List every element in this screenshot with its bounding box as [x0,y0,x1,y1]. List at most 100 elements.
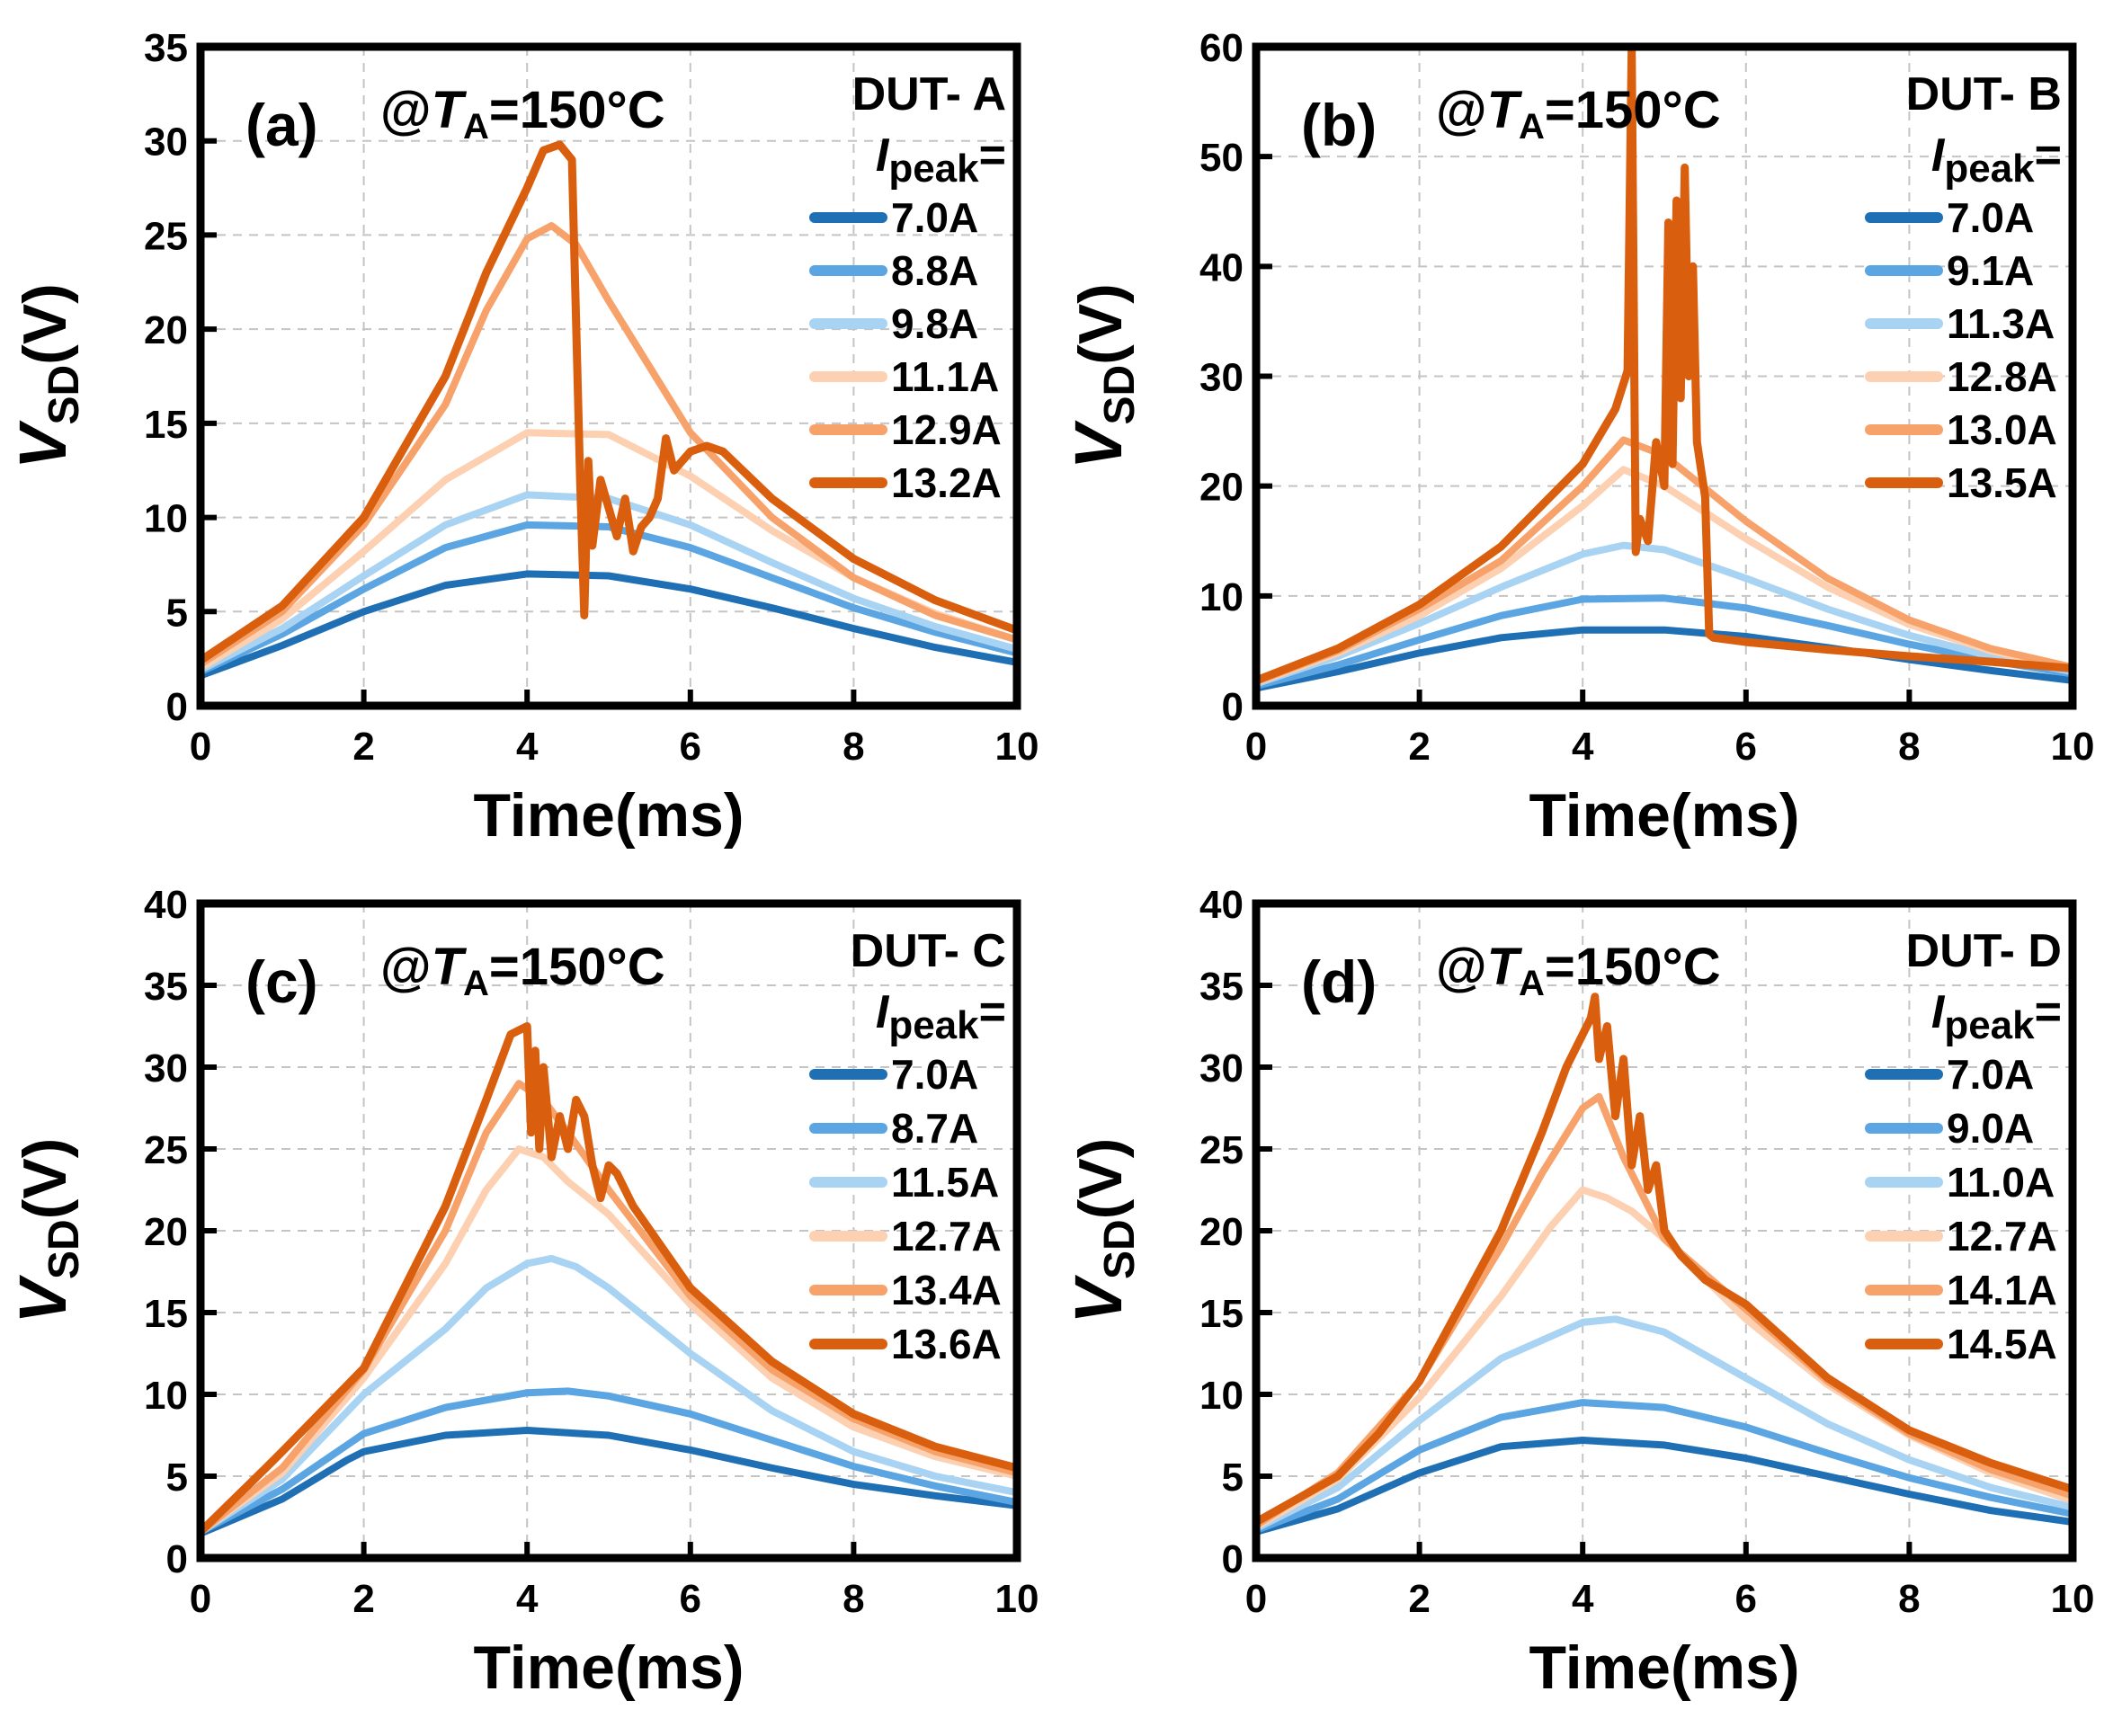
y-tick-label: 20 [144,308,188,352]
legend-label: 14.5A [1947,1321,2057,1367]
legend-dut-title: DUT- D [1906,925,2062,977]
legend-label: 11.1A [891,353,999,400]
y-tick-label: 20 [1199,466,1244,510]
legend-label: 13.5A [1947,459,2057,506]
y-tick-label: 15 [1199,1292,1244,1336]
panel-label: (a) [245,92,318,158]
x-tick-label: 8 [843,1577,864,1621]
legend-label: 9.0A [1947,1105,2034,1152]
y-tick-label: 0 [166,685,188,729]
x-tick-label: 0 [1245,1577,1267,1621]
series-line-7-0a [1256,1437,2073,1536]
legend-label: 8.7A [891,1105,978,1152]
x-tick-label: 6 [680,725,701,769]
y-tick-label: 30 [1199,356,1244,400]
legend-label: 13.0A [1947,406,2057,453]
series-group [1256,47,2073,692]
series-line-13-6a [201,1022,1017,1536]
panel-label: (c) [245,948,318,1015]
plot-frame [196,42,1021,710]
legend-ipeak-title: Ipeak= [876,129,1006,191]
x-tick-label: 6 [680,1577,701,1621]
legend-label: 7.0A [891,1051,978,1098]
y-tick-label: 10 [144,497,188,541]
y-tick-label: 5 [166,1456,188,1500]
y-tick-label: 50 [1199,136,1244,180]
panel-label: (b) [1301,92,1377,158]
x-tick-label: 4 [1572,1577,1594,1621]
x-tick-label: 0 [190,1577,211,1621]
legend-label: 7.0A [1947,1051,2034,1098]
legend-dut-title: DUT- A [852,68,1006,120]
legend-label: 11.0A [1947,1159,2055,1206]
y-axis-title: VSD(V) [1061,283,1144,469]
y-tick-label: 10 [1199,575,1244,619]
legend-label: 13.6A [891,1321,1002,1367]
y-tick-label: 25 [144,214,188,258]
series-line-12-8a [1256,466,2073,687]
y-axis-title: VSD(V) [5,283,88,469]
y-tick-label: 35 [144,965,188,1009]
y-tick-label: 10 [144,1374,188,1418]
legend-label: 13.4A [891,1267,1002,1313]
legend-label: 12.8A [1947,353,2057,400]
legend-label: 7.0A [891,194,978,241]
series-line-11-0a [1256,1315,2073,1533]
legend-ipeak-title: Ipeak= [1931,129,2062,191]
series-line-7-0a [1256,626,2073,692]
legend-label: 13.2A [891,459,1002,506]
legend-label: 8.8A [891,247,978,294]
x-tick-label: 2 [1408,1577,1430,1621]
y-tick-label: 15 [144,1292,188,1336]
legend-label: 9.8A [891,300,978,347]
series-line-8-8a [201,521,1017,676]
y-tick-label: 5 [166,591,188,635]
legend-dut-title: DUT- C [851,925,1006,977]
series-line-9-0a [1256,1399,2073,1535]
x-axis-title: Time(ms) [473,1634,744,1702]
y-tick-label: 35 [144,26,188,70]
legend-label: 14.1A [1947,1267,2057,1313]
x-tick-label: 2 [352,725,374,769]
y-axis-title: VSD(V) [5,1138,88,1324]
x-tick-label: 6 [1735,725,1757,769]
panel-c: 0 2 4 6 8 10 0 5 10 15 20 25 30 35 40 Time(ms) VSD(V) (c)… [5,883,1039,1702]
x-tick-label: 4 [1572,725,1594,769]
series-line-8-7a [201,1387,1017,1536]
x-axis-title: Time(ms) [1529,1634,1799,1702]
x-tick-label: 10 [995,1577,1039,1621]
series-group [201,1022,1017,1537]
y-tick-label: 0 [1222,685,1244,729]
x-tick-label: 4 [516,1577,539,1621]
x-tick-label: 8 [1898,1577,1920,1621]
legend-label: 12.9A [891,406,1002,453]
y-tick-label: 0 [1222,1537,1244,1581]
x-tick-label: 0 [1245,725,1267,769]
x-axis-title: Time(ms) [473,781,744,850]
condition-label: @TA=150°C [380,938,665,1003]
series-group [201,140,1017,680]
series-line-12-7a [201,1145,1017,1536]
condition-label: @TA=150°C [1436,81,1721,147]
x-tick-label: 0 [190,725,211,769]
legend-label: 12.7A [891,1213,1002,1260]
x-axis-title: Time(ms) [1529,781,1799,850]
y-tick-label: 40 [1199,245,1244,289]
x-tick-label: 8 [1898,725,1920,769]
x-tick-label: 2 [352,1577,374,1621]
y-tick-label: 40 [1199,883,1244,927]
y-tick-label: 25 [144,1128,188,1172]
y-tick-label: 15 [144,403,188,447]
legend-label: 11.3A [1947,300,2055,347]
y-tick-label: 10 [1199,1374,1244,1418]
series-line-11-3a [1256,541,2073,688]
series-group [1256,993,2073,1536]
y-tick-label: 30 [1199,1046,1244,1091]
panel-d: 0 2 4 6 8 10 0 5 10 15 20 25 30 35 40 Time(ms) VSD(V) (d)… [1061,883,2094,1702]
series-line-11-5a [201,1254,1017,1536]
panel-a: 0 2 4 6 8 10 0 5 10 15 20 25 30 35 Time(ms) VSD(V) (a) @T… [5,26,1039,850]
panel-b: 0 2 4 6 8 10 0 10 20 30 40 50 60 Time(ms) VSD(V) (b) @TA… [1061,26,2094,850]
y-tick-label: 20 [1199,1210,1244,1254]
y-tick-label: 30 [144,1046,188,1091]
y-tick-label: 0 [166,1537,188,1581]
